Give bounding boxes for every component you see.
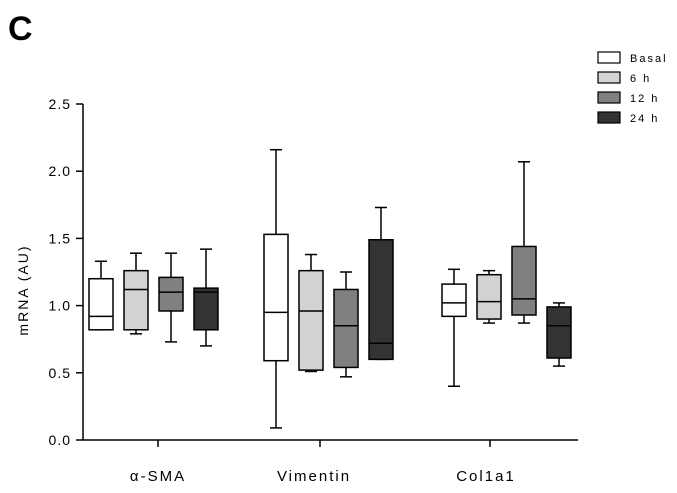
legend-label: 6 h (630, 73, 651, 85)
box-iqr (368, 238, 394, 361)
box-12h-3 (511, 161, 537, 324)
box-6h-1 (123, 252, 149, 335)
legend-label: 24 h (630, 113, 659, 125)
box-iqr (546, 306, 572, 359)
plot-area (88, 148, 572, 429)
box-basal-2 (263, 148, 289, 429)
y-tick-label: 0.0 (49, 432, 71, 448)
box-iqr (158, 276, 184, 312)
y-tick-label: 1.0 (49, 298, 71, 314)
box-12h-2 (333, 271, 359, 378)
legend-swatch (597, 111, 621, 124)
box-24h-3 (546, 302, 572, 367)
legend-label: 12 h (630, 93, 659, 105)
box-iqr (123, 269, 149, 331)
box-iqr (476, 273, 502, 320)
box-12h-1 (158, 252, 184, 343)
box-iqr (263, 233, 289, 362)
box-iqr (333, 288, 359, 369)
x-tick-label: Col1a1 (456, 468, 516, 485)
box-iqr (298, 269, 324, 371)
box-iqr (511, 245, 537, 316)
legend-swatch (597, 71, 621, 84)
box-basal-1 (88, 260, 114, 331)
y-tick-label: 2.5 (49, 96, 71, 112)
y-tick-label: 1.5 (49, 230, 71, 246)
x-axis: α-SMA Vimentin Col1a1 (83, 439, 578, 485)
y-tick-label: 0.5 (49, 365, 71, 381)
box-iqr (193, 287, 219, 331)
legend-label: Basal (630, 53, 668, 65)
box-iqr (88, 277, 114, 331)
x-tick-label: α-SMA (130, 468, 186, 485)
panel-label: C (8, 10, 33, 48)
box-24h-1 (193, 248, 219, 347)
x-tick-label: Vimentin (277, 468, 351, 485)
y-axis: 0.0 0.5 1.0 1.5 2.0 2.5 (49, 96, 84, 448)
legend-swatch (597, 51, 621, 64)
box-6h-2 (298, 253, 324, 373)
legend-swatch (597, 91, 621, 104)
y-tick-label: 2.0 (49, 163, 71, 179)
legend: Basal 6 h 12 h 24 h (597, 51, 668, 125)
y-axis-title: mRNA (AU) (15, 244, 31, 335)
box-iqr (441, 283, 467, 318)
box-24h-2 (368, 206, 394, 361)
box-6h-3 (476, 269, 502, 324)
box-basal-3 (441, 268, 467, 387)
